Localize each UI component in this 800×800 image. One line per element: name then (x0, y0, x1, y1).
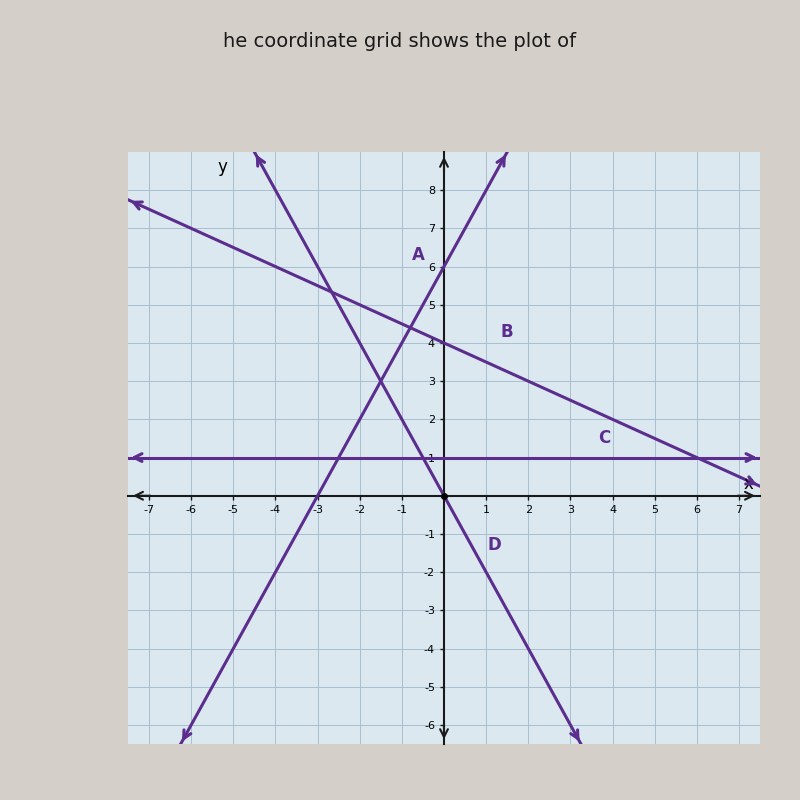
Text: x: x (744, 474, 754, 493)
Text: D: D (488, 536, 502, 554)
Text: he coordinate grid shows the plot of: he coordinate grid shows the plot of (223, 32, 577, 51)
Text: C: C (598, 430, 610, 447)
Text: A: A (412, 246, 425, 264)
Text: y: y (218, 158, 228, 176)
Text: B: B (501, 322, 514, 341)
